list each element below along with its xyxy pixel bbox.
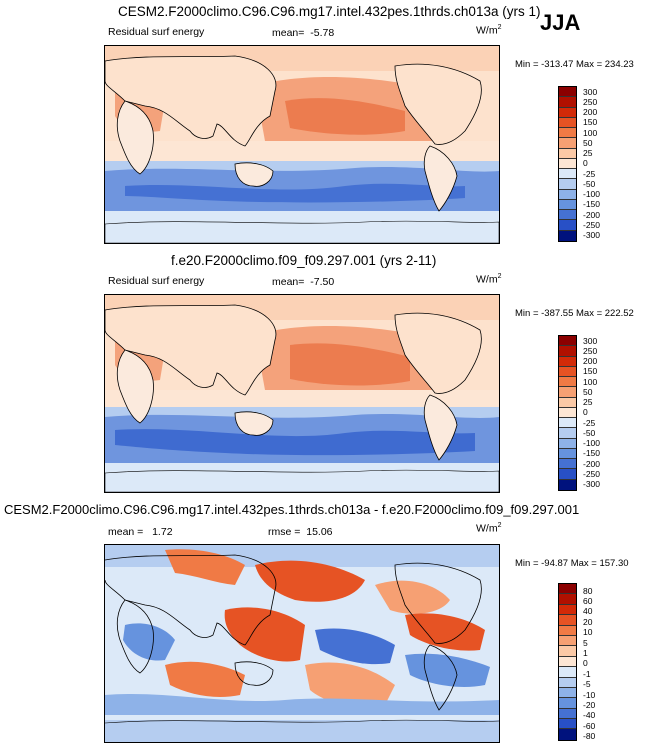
panel1-colorbar-label: 300 (583, 87, 598, 97)
panel1-colorbar-label: 50 (583, 138, 593, 148)
panel1-colorbar-label: -250 (583, 220, 601, 230)
panel1-colorbar-label: 0 (583, 158, 588, 168)
panel3-mean: mean = 1.72 (108, 526, 173, 538)
panel2-colorbar-label: -50 (583, 428, 596, 438)
panel2-mean: mean= -7.50 (272, 276, 334, 288)
panel1-colorbar-label: -50 (583, 179, 596, 189)
panel1-mean-value: -5.78 (310, 27, 335, 39)
panel3-map (104, 544, 500, 743)
panel2-colorbar-label: 0 (583, 407, 588, 417)
panel3-colorbar-label: -1 (583, 669, 591, 679)
panel2-colorbar-label: 25 (583, 397, 593, 407)
panel2-colorbar-label: 150 (583, 366, 598, 376)
panel1-colorbar-label: -300 (583, 230, 601, 240)
panel2-colorbar-label: 300 (583, 336, 598, 346)
panel3-colorbar-label: -5 (583, 679, 591, 689)
panel3-rmse: rmse = 15.06 (268, 526, 333, 538)
panel3-mean-label: mean = (108, 526, 144, 538)
panel3-minmax: Min = -94.87 Max = 157.30 (515, 558, 629, 569)
panel1-colorbar-label: 150 (583, 117, 598, 127)
panel2-title: f.e20.F2000climo.f09_f09.297.001 (yrs 2-… (171, 253, 437, 268)
panel3-map-field (105, 545, 499, 742)
panel3-rmse-value: 15.06 (306, 526, 333, 538)
panel2-colorbar (558, 335, 577, 491)
panel2-minmax: Min = -387.55 Max = 222.52 (515, 308, 634, 319)
panel3-mean-value: 1.72 (152, 526, 173, 538)
panel2-colorbar-label: -250 (583, 469, 601, 479)
panel1-colorbar-label: -100 (583, 189, 601, 199)
panel1-colorbar-label: 200 (583, 107, 598, 117)
panel1-map (104, 45, 500, 244)
panel2-colorbar-label: 100 (583, 377, 598, 387)
panel1-colorbar-label: -25 (583, 169, 596, 179)
panel3-title: CESM2.F2000climo.C96.C96.mg17.intel.432p… (4, 502, 580, 517)
panel2-mean-label: mean= (272, 276, 305, 288)
panel1-colorbar-label: -150 (583, 199, 601, 209)
panel1-units: W/m2 (476, 24, 502, 37)
panel2-mean-value: -7.50 (310, 276, 335, 288)
panel3-colorbar-label: 80 (583, 586, 593, 596)
panel2-colorbar-label: 200 (583, 356, 598, 366)
panel2-colorbar-label: 50 (583, 387, 593, 397)
panel3-colorbar-label: 5 (583, 638, 588, 648)
panel3-colorbar-label: -80 (583, 731, 596, 741)
panel3-rmse-label: rmse = (268, 526, 301, 538)
panel1-minmax: Min = -313.47 Max = 234.23 (515, 59, 634, 70)
panel3-colorbar-label: -10 (583, 690, 596, 700)
panel2-colorbar-label: -25 (583, 418, 596, 428)
panel3-colorbar-label: 1 (583, 648, 588, 658)
panel3-colorbar-label: 0 (583, 658, 588, 668)
panel1-title: CESM2.F2000climo.C96.C96.mg17.intel.432p… (118, 4, 541, 19)
panel3-colorbar (558, 583, 577, 741)
panel2-units: W/m2 (476, 273, 502, 286)
panel3-colorbar-label: 10 (583, 627, 593, 637)
panel1-mean: mean= -5.78 (272, 27, 334, 39)
panel2-colorbar-label: -200 (583, 459, 601, 469)
panel3-colorbar-label: 60 (583, 596, 593, 606)
panel3-units: W/m2 (476, 522, 502, 535)
season-label: JJA (540, 10, 581, 35)
panel1-colorbar-label: 100 (583, 128, 598, 138)
panel2-map-field (105, 295, 499, 492)
panel3-colorbar-label: 20 (583, 617, 593, 627)
panel1-colorbar-label: 250 (583, 97, 598, 107)
panel1-colorbar (558, 86, 577, 242)
panel3-colorbar-label: 40 (583, 606, 593, 616)
panel2-colorbar-label: -150 (583, 448, 601, 458)
panel3-colorbar-label: -20 (583, 700, 596, 710)
panel1-colorbar-label: 25 (583, 148, 593, 158)
panel1-mean-label: mean= (272, 27, 305, 39)
panel2-map (104, 294, 500, 493)
panel2-colorbar-label: 250 (583, 346, 598, 356)
panel2-variable-label: Residual surf energy (108, 275, 205, 287)
panel2-colorbar-label: -100 (583, 438, 601, 448)
panel1-colorbar-label: -200 (583, 210, 601, 220)
panel3-colorbar-label: -60 (583, 721, 596, 731)
panel3-colorbar-label: -40 (583, 710, 596, 720)
panel1-map-field (105, 46, 499, 243)
panel2-colorbar-label: -300 (583, 479, 601, 489)
panel1-variable-label: Residual surf energy (108, 26, 205, 38)
